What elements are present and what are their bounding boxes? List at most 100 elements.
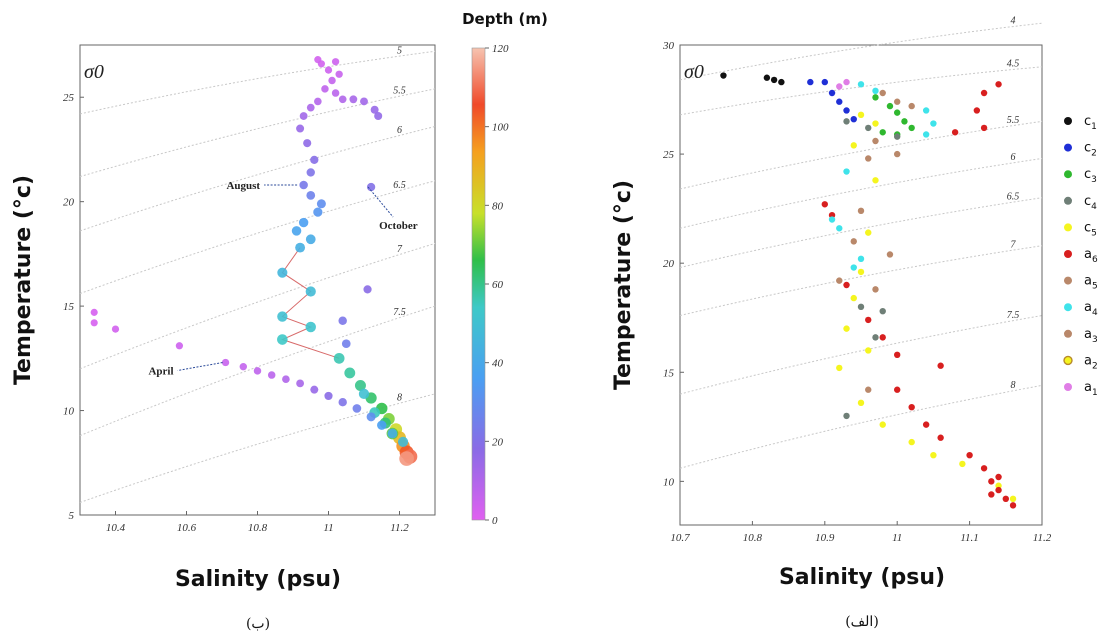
annotations: August October April	[148, 180, 417, 378]
data-point	[305, 321, 316, 333]
data-point	[865, 386, 872, 393]
data-point	[894, 109, 901, 116]
x-tick-label: 10.9	[815, 532, 835, 544]
legend-label: c3	[1084, 167, 1097, 185]
data-points	[90, 56, 418, 466]
y-tick-label: 5	[69, 510, 75, 522]
data-point	[843, 78, 850, 86]
data-point	[363, 285, 372, 294]
data-point	[90, 319, 98, 327]
legend-label: a5	[1084, 274, 1098, 292]
data-point	[879, 421, 886, 428]
data-point	[352, 404, 362, 413]
legend-label: c5	[1084, 220, 1097, 238]
legend-subscript: 1	[1092, 388, 1098, 398]
x-tick-label: 11.1	[960, 532, 978, 544]
data-point	[277, 334, 288, 345]
y-tick-label: 15	[63, 301, 75, 313]
x-tick-label: 10.4	[106, 522, 126, 534]
legend-label: c4	[1084, 194, 1097, 212]
axis-ticks: 10.7 10.8 10.9 11 11.1 11.2 10 15 20 25 30	[662, 40, 1052, 544]
data-point	[277, 311, 288, 322]
colorbar-tick-label: 20	[492, 436, 504, 448]
data-point	[366, 182, 376, 192]
data-point	[299, 112, 308, 120]
data-point	[850, 264, 857, 271]
data-point	[387, 428, 398, 439]
sigma-label: σ0	[684, 61, 704, 83]
legend-subscript: 5	[1092, 282, 1098, 292]
data-point	[316, 199, 326, 209]
data-points	[720, 72, 1017, 509]
chart-panel-alef: 44.55.566.577.58 10.7 10.8 10.9 11 11.1 11.21…	[611, 16, 1098, 630]
data-point	[313, 207, 323, 217]
isopycnal-line	[79, 125, 436, 232]
legend-swatch	[1064, 250, 1072, 258]
y-tick-label: 20	[63, 197, 75, 209]
data-point	[843, 118, 850, 125]
isopycnal-label: 5.5	[393, 86, 406, 97]
data-point	[1009, 495, 1017, 503]
legend-subscript: 1	[1091, 122, 1097, 132]
data-point	[995, 473, 1002, 481]
isopycnal-label: 6.5	[1007, 191, 1020, 202]
data-point	[310, 385, 319, 394]
y-tick-label: 10	[663, 476, 675, 488]
data-point	[291, 226, 302, 236]
data-point	[720, 72, 727, 79]
isopycnal-line	[679, 120, 1043, 190]
legend-subscript: 2	[1092, 361, 1098, 371]
y-tick-label: 15	[663, 367, 675, 379]
plot-area	[79, 44, 436, 516]
data-point	[836, 277, 843, 284]
data-point	[314, 97, 322, 106]
annotation-arrow	[367, 186, 394, 218]
data-point	[850, 294, 857, 302]
data-point	[850, 115, 857, 123]
annotation-arrow	[177, 362, 223, 372]
data-point	[836, 98, 843, 105]
x-tick-label: 11	[892, 532, 902, 544]
legend-label: a1	[1084, 380, 1098, 398]
data-point	[995, 486, 1002, 494]
data-point	[239, 362, 247, 371]
data-point	[901, 118, 908, 125]
data-point	[865, 124, 872, 132]
data-point	[850, 142, 857, 149]
data-point	[865, 316, 872, 324]
y-tick-label: 10	[63, 406, 75, 418]
isopycnal-line	[79, 305, 436, 437]
data-point	[894, 351, 901, 359]
legend-subscript: 4	[1091, 202, 1097, 212]
legend-label: c1	[1084, 114, 1097, 132]
legend-swatch	[1064, 196, 1072, 205]
isopycnal-lines: 4 4.5 5.5 6 6.5 7 7.5 8	[679, 16, 1043, 469]
colorbar-tick-label: 120	[492, 43, 509, 55]
data-point	[894, 98, 901, 105]
data-point	[865, 347, 872, 354]
data-point	[836, 83, 843, 90]
data-point	[306, 103, 315, 112]
data-point	[354, 379, 366, 391]
isopycnal-label: 8	[397, 393, 402, 404]
data-point	[857, 81, 865, 88]
data-point	[980, 124, 988, 132]
data-point	[374, 111, 383, 121]
data-point	[894, 133, 901, 140]
data-point	[763, 74, 771, 81]
data-point	[959, 460, 966, 468]
isopycnal-line	[79, 242, 436, 370]
data-point	[872, 137, 879, 145]
data-point	[338, 316, 347, 325]
legend-subscript: 6	[1092, 255, 1098, 265]
annotation-label: August	[226, 180, 260, 192]
legend-swatch	[1063, 355, 1073, 366]
legend-swatch	[1064, 329, 1072, 338]
data-point	[90, 308, 98, 316]
legend-swatch	[1064, 276, 1072, 285]
legend-label: a6	[1084, 247, 1098, 265]
legend-subscript: 2	[1091, 149, 1097, 159]
data-point	[857, 303, 865, 311]
data-point	[299, 180, 308, 190]
data-point	[221, 358, 230, 367]
